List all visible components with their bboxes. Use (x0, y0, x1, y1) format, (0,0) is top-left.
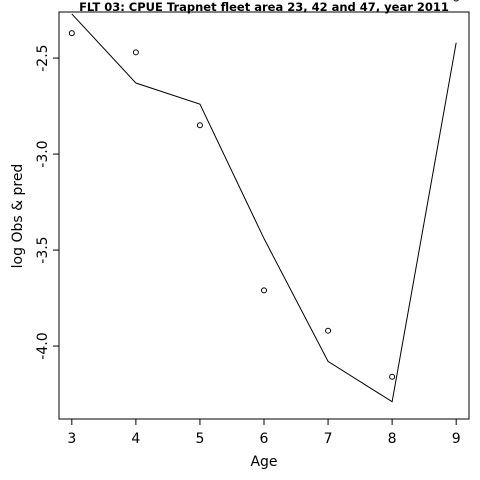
x-tick-label: 8 (388, 431, 397, 447)
x-tick-label: 5 (195, 431, 204, 447)
x-tick-label: 9 (452, 431, 461, 447)
x-tick-label: 3 (67, 431, 76, 447)
observed-point (453, 0, 459, 2)
observed-point (261, 287, 267, 294)
observed-point (132, 49, 139, 56)
y-tick-label: -3.5 (35, 236, 51, 263)
y-tick-label: -2.5 (35, 44, 51, 71)
y-tick-label: -4.0 (35, 332, 51, 359)
y-axis: -2.5 -3.0 -3.5 -4.0 (35, 44, 59, 360)
x-tick-label: 7 (324, 431, 333, 447)
chart-title: FLT 03: CPUE Trapnet fleet area 23, 42 a… (79, 0, 449, 14)
observed-point (325, 327, 332, 334)
predicted-line (71, 13, 457, 403)
plot-frame (58, 11, 470, 420)
observed-point (196, 122, 203, 129)
x-tick-label: 4 (131, 431, 140, 447)
x-tick-label: 6 (260, 431, 269, 447)
x-axis: 3 4 5 6 7 8 9 (67, 419, 461, 447)
observed-point (68, 30, 75, 37)
series-layer (68, 0, 459, 403)
observed-point (389, 373, 396, 380)
y-tick-label: -3.0 (35, 140, 51, 167)
x-axis-label: Age (250, 454, 277, 470)
y-axis-label: log Obs & pred (10, 164, 26, 269)
